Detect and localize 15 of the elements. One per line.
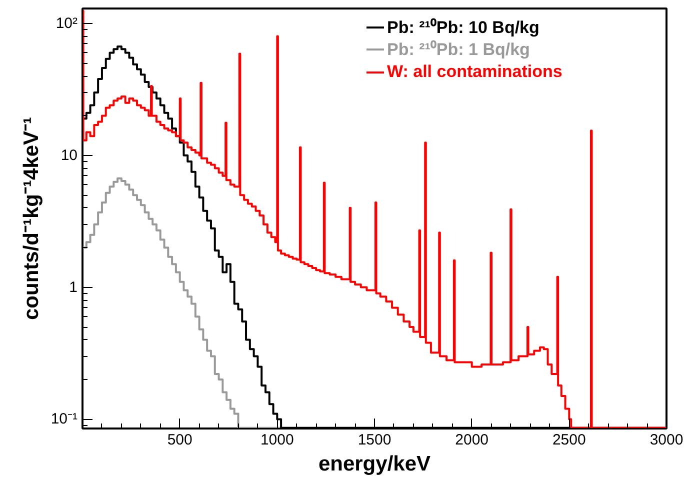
x-tick-label: 2500 — [552, 432, 586, 448]
y-tick-label: 1 — [69, 278, 78, 296]
x-tick-label: 1000 — [260, 432, 294, 448]
x-tick-label: 2000 — [455, 432, 489, 448]
legend-label: W: all contaminations — [387, 62, 562, 82]
y-axis-title: counts/d⁻¹kg⁻¹4keV⁻¹ — [20, 116, 43, 320]
y-tick-label: 10⁻¹ — [50, 410, 78, 428]
legend-label: Pb: ²¹⁰Pb: 10 Bq/kg — [387, 17, 540, 38]
y-tick-label: 10² — [56, 15, 78, 32]
legend-label: Pb: ²¹⁰Pb: 1 Bq/kg — [387, 39, 530, 60]
x-tick-label: 1500 — [358, 432, 392, 448]
x-axis-title: energy/keV — [318, 452, 431, 476]
x-tick-label: 500 — [167, 432, 192, 448]
y-tick-label: 10 — [60, 146, 78, 164]
x-tick-label: 3000 — [650, 432, 684, 448]
